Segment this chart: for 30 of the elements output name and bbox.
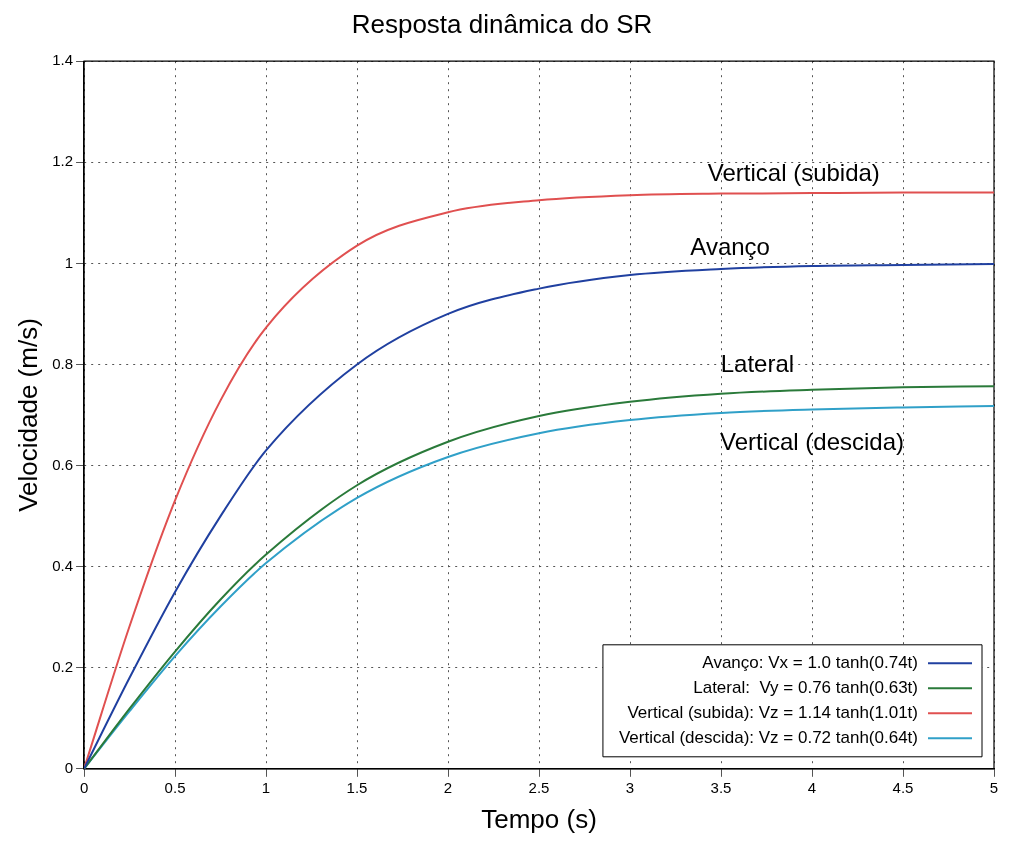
annotation: Vertical (subida) — [707, 159, 880, 187]
y-tick-label: 1 — [64, 253, 74, 271]
legend-label: Vertical (subida): Vz = 1.14 tanh(1.01t) — [627, 702, 918, 722]
annotation: Avanço — [690, 233, 770, 261]
x-tick-label: 3 — [625, 778, 635, 796]
x-tick-label: 1.5 — [346, 778, 368, 796]
chart-title: Resposta dinâmica do SR — [351, 8, 653, 39]
x-axis-title: Tempo (s) — [481, 803, 597, 834]
legend-label: Lateral: Vy = 0.76 tanh(0.63t) — [693, 677, 918, 697]
annotation: Vertical (descida) — [719, 427, 905, 455]
y-tick-label: 0 — [64, 758, 74, 776]
y-tick-label: 0.8 — [52, 354, 74, 372]
y-tick-label: 1.4 — [52, 51, 74, 69]
x-tick-label: 5 — [989, 778, 999, 796]
y-axis-title: Velocidade (m/s) — [12, 318, 43, 512]
x-tick-label: 0.5 — [164, 778, 186, 796]
y-tick-label: 0.4 — [52, 556, 74, 574]
y-tick-label: 0.6 — [52, 455, 74, 473]
x-tick-label: 2.5 — [528, 778, 550, 796]
y-tick-label: 0.2 — [52, 657, 74, 675]
legend-label: Avanço: Vx = 1.0 tanh(0.74t) — [702, 652, 918, 672]
x-tick-label: 4.5 — [892, 778, 914, 796]
x-tick-label: 4 — [807, 778, 817, 796]
x-tick-label: 3.5 — [710, 778, 732, 796]
annotation: Lateral — [720, 350, 795, 378]
x-tick-label: 0 — [79, 778, 89, 796]
y-tick-label: 1.2 — [52, 152, 74, 170]
x-tick-label: 2 — [443, 778, 453, 796]
x-tick-label: 1 — [261, 778, 271, 796]
legend-label: Vertical (descida): Vz = 0.72 tanh(0.64t) — [618, 727, 918, 747]
